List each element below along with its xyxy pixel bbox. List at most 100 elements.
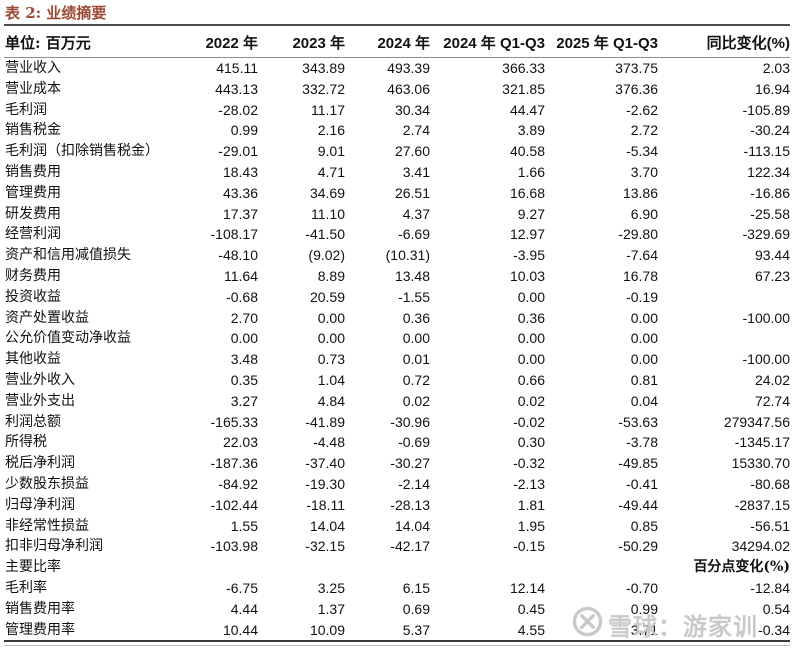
cell-value: (9.02) (308, 247, 345, 264)
cell-value: -2.14 (398, 475, 430, 492)
table-row: 扣非归母净利润 -103.98 -32.15 -42.17 -0.15 -50.29 342… (4, 536, 790, 557)
row-label: 利润总额 (5, 413, 61, 430)
row-label: 毛利润（扣除销售税金） (5, 143, 159, 160)
row-label: 销售费用 (5, 163, 61, 180)
cell-value: -41.89 (305, 413, 345, 430)
cell-value: 3.71 (630, 621, 658, 638)
row-label: 税后净利润 (5, 455, 75, 472)
cell-value: 1.95 (517, 517, 545, 534)
cell-value: 10.09 (309, 621, 345, 638)
row-label: 毛利润 (5, 101, 47, 118)
cell-value: 0.99 (630, 600, 658, 617)
table-title: 表 2: 业绩摘要 (4, 0, 790, 26)
cell-value: -41.50 (305, 226, 345, 243)
cell-value: 4.55 (517, 621, 545, 638)
cell-value: -0.19 (626, 288, 658, 305)
row-label: 销售费用率 (5, 600, 75, 617)
cell-value: -0.68 (226, 288, 258, 305)
table-row: 管理费用率 10.44 10.09 5.37 4.55 3.71 -0.34 (4, 620, 790, 642)
cell-value: 343.89 (302, 60, 345, 76)
cell-value: 332.72 (302, 80, 345, 97)
cell-value (345, 557, 430, 578)
cell-value: -42.17 (390, 538, 430, 555)
cell-value: 2.74 (402, 122, 430, 139)
cell-value: 0.73 (317, 351, 345, 368)
table-row: 资产和信用减值损失 -48.10 (9.02) (10.31) -3.95 -7.64 93… (4, 245, 790, 266)
col-header-2022: 2022 年 (194, 26, 258, 58)
cell-value: 13.48 (394, 267, 430, 284)
row-label: 公允价值变动净收益 (5, 330, 131, 347)
cell-value: 0.00 (630, 330, 658, 347)
cell-value (430, 557, 545, 578)
cell-value: -105.89 (742, 101, 790, 118)
col-header-2024: 2024 年 (345, 26, 430, 58)
row-label: 毛利率 (5, 579, 47, 596)
cell-value: 0.81 (630, 371, 658, 388)
cell-value: -1345.17 (734, 434, 790, 451)
cell-value: -30.96 (390, 413, 430, 430)
cell-value: 3.41 (402, 163, 430, 180)
cell-value: 0.04 (630, 392, 658, 409)
cell-value: 0.00 (517, 288, 545, 305)
cell-value: 10.44 (222, 621, 258, 638)
cell-value: 0.00 (630, 351, 658, 368)
cell-value: -49.85 (618, 455, 658, 472)
cell-value: -49.44 (618, 496, 658, 513)
table-row: 毛利润（扣除销售税金） -29.01 9.01 27.60 40.58 -5.34 -113… (4, 141, 790, 162)
cell-value: 0.30 (517, 434, 545, 451)
cell-value: -6.75 (226, 579, 258, 596)
cell-value: -32.15 (305, 538, 345, 555)
cell-value: -100.00 (742, 309, 790, 326)
col-header-2025q1q3: 2025 年 Q1-Q3 (545, 26, 658, 58)
cell-value: 34.69 (309, 184, 345, 201)
cell-value: 0.36 (402, 309, 430, 326)
cell-value: -12.84 (750, 579, 790, 596)
cell-value: -18.11 (306, 496, 345, 513)
table-row: 营业成本 443.13 332.72 463.06 321.85 376.36 16.94 (4, 79, 790, 100)
cell-value: 443.13 (215, 80, 258, 97)
row-label: 销售税金 (5, 122, 61, 139)
cell-value: 3.70 (630, 163, 658, 180)
cell-value: 26.51 (394, 184, 430, 201)
cell-value: 27.60 (394, 143, 430, 160)
cell-value: 13.86 (622, 184, 658, 201)
cell-value (545, 557, 658, 578)
header-row: 单位: 百万元 2022 年 2023 年 2024 年 2024 年 Q1-Q… (4, 26, 790, 58)
row-label: 管理费用率 (5, 621, 75, 638)
cell-value (658, 328, 790, 349)
table-row: 经营利润 -108.17 -41.50 -6.69 12.97 -29.80 -329.69 (4, 224, 790, 245)
cell-value: -103.98 (210, 538, 258, 555)
cell-value: -3.95 (513, 247, 545, 264)
row-label: 管理费用 (5, 184, 61, 201)
cell-value: 67.23 (754, 267, 790, 284)
cell-value: -113.15 (743, 143, 790, 160)
table-body: 营业收入 415.11 343.89 493.39 366.33 373.75 2.03 营业… (4, 58, 790, 642)
table-row: 毛利率 -6.75 3.25 6.15 12.14 -0.70 -12.84 (4, 578, 790, 599)
row-label: 非经常性损益 (5, 517, 89, 534)
table-row: 主要比率 百分点变化(%) (4, 557, 790, 578)
cell-value: 72.74 (754, 392, 790, 409)
row-label: 资产处置收益 (5, 309, 89, 326)
cell-value: 8.89 (317, 267, 345, 284)
col-header-2024q1q3: 2024 年 Q1-Q3 (430, 26, 545, 58)
cell-value: -2837.15 (734, 496, 790, 513)
row-label: 资产和信用减值损失 (5, 247, 131, 264)
cell-value: 20.59 (309, 288, 345, 305)
cell-value: -2.62 (626, 101, 658, 118)
cell-value: -5.34 (626, 143, 658, 160)
cell-value: -29.01 (218, 143, 258, 160)
cell-value: 11.17 (311, 101, 345, 118)
row-label: 主要比率 (5, 559, 61, 576)
cell-value: 0.02 (402, 392, 430, 409)
cell-value: 0.00 (317, 309, 345, 326)
cell-value: -30.27 (390, 455, 430, 472)
table-row: 研发费用 17.37 11.10 4.37 9.27 6.90 -25.58 (4, 204, 790, 225)
table-row: 营业收入 415.11 343.89 493.39 366.33 373.75 2.03 (4, 58, 790, 79)
cell-value: 3.25 (317, 579, 345, 596)
cell-value: -0.69 (398, 434, 430, 451)
cell-value: -4.48 (313, 434, 345, 451)
cell-value: 40.58 (509, 143, 545, 160)
cell-value (658, 287, 790, 308)
row-label: 扣非归母净利润 (5, 538, 103, 555)
row-label: 少数股东损益 (5, 475, 89, 492)
